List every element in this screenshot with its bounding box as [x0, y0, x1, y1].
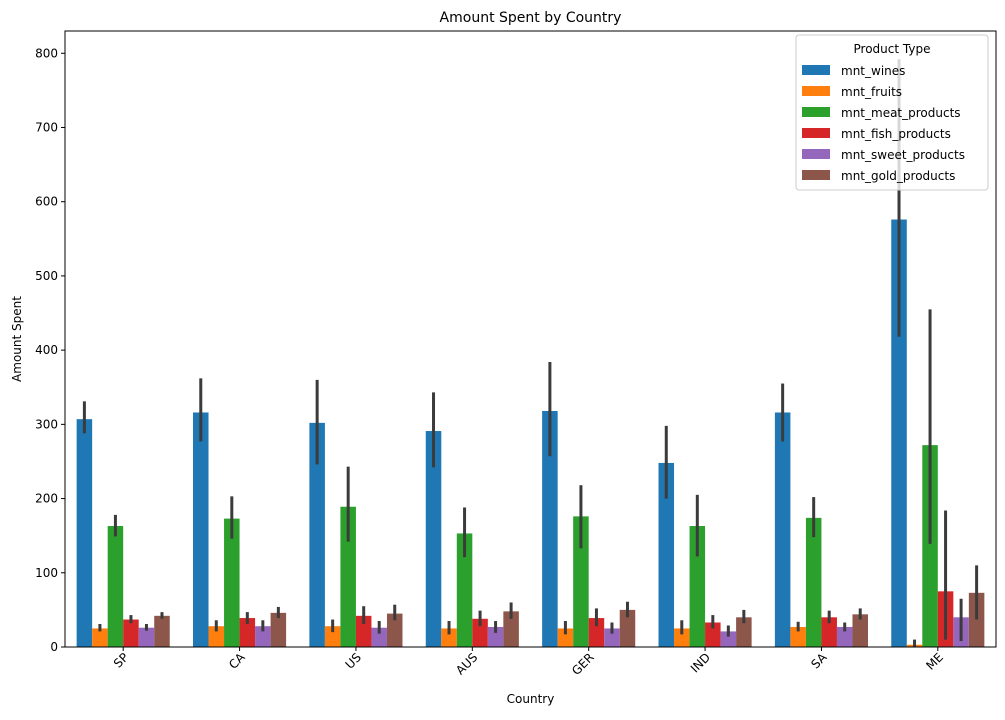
bar — [270, 612, 287, 647]
bar — [456, 533, 473, 647]
bar — [371, 627, 387, 647]
bar — [968, 592, 985, 647]
bar — [891, 219, 907, 647]
legend-swatch — [802, 86, 830, 96]
bar — [154, 615, 170, 647]
y-axis: 0 100 200 300 400 500 600 700 800 — [35, 46, 65, 654]
legend-label: mnt_wines — [841, 64, 905, 78]
y-tick-label: 500 — [35, 269, 58, 283]
bars-layer — [76, 219, 985, 647]
bar — [503, 611, 519, 647]
bar — [324, 626, 341, 647]
bar — [92, 628, 108, 647]
bar — [138, 627, 155, 647]
y-tick-label: 400 — [35, 343, 58, 357]
bar — [107, 526, 124, 647]
bar — [425, 431, 442, 647]
y-tick-label: 700 — [35, 120, 58, 134]
bar — [689, 526, 706, 647]
bar — [604, 628, 620, 647]
x-axis-label: Country — [507, 692, 555, 706]
x-tick-label: ME — [923, 650, 946, 673]
bar — [736, 617, 752, 647]
legend-items: mnt_wines mnt_fruits mnt_meat_products mnt_… — [802, 64, 965, 183]
x-axis: SP CA US AUS GER IND SA ME — [111, 647, 946, 678]
bar — [193, 412, 209, 647]
legend-title: Product Type — [854, 42, 931, 56]
bar — [821, 617, 837, 647]
bar — [76, 419, 93, 647]
bar — [309, 422, 325, 647]
bar — [674, 628, 690, 647]
legend-label: mnt_fish_products — [841, 127, 951, 141]
bar — [790, 626, 806, 647]
legend-label: mnt_fruits — [841, 85, 902, 99]
y-tick-label: 0 — [50, 640, 58, 654]
plot-frame — [64, 30, 997, 648]
x-tick-label: GER — [569, 650, 597, 678]
bar — [441, 628, 457, 647]
legend-swatch — [802, 149, 830, 159]
error-bars-layer — [82, 59, 979, 647]
bar — [239, 618, 256, 647]
bar — [836, 626, 853, 647]
x-tick-label: AUS — [453, 650, 480, 677]
legend-swatch — [802, 128, 830, 138]
y-tick-label: 200 — [35, 492, 58, 506]
x-tick-label: SA — [808, 650, 830, 672]
bar — [573, 516, 589, 647]
bar — [355, 615, 372, 647]
x-tick-label: IND — [688, 650, 713, 675]
legend-label: mnt_meat_products — [841, 106, 961, 120]
bar — [588, 618, 605, 647]
bar — [619, 609, 636, 647]
bar — [487, 626, 504, 647]
legend-label: mnt_gold_products — [841, 169, 955, 183]
bar — [472, 618, 488, 647]
y-tick-label: 300 — [35, 417, 58, 431]
bar — [386, 613, 403, 647]
bar — [224, 518, 240, 647]
legend-swatch — [802, 170, 830, 180]
bar — [922, 445, 938, 647]
bar — [720, 631, 737, 647]
legend-swatch — [802, 65, 830, 75]
chart-title: Amount Spent by Country — [440, 10, 622, 26]
x-tick-label: US — [343, 650, 365, 672]
legend-frame — [795, 34, 989, 191]
bar — [255, 626, 271, 647]
bar — [542, 410, 558, 647]
bar — [705, 622, 721, 647]
bar — [852, 614, 868, 647]
bar — [805, 517, 822, 647]
legend-label: mnt_sweet_products — [841, 148, 965, 162]
bar — [658, 462, 675, 647]
x-tick-label: CA — [226, 650, 248, 672]
bar — [340, 506, 356, 647]
bar — [123, 619, 139, 647]
x-tick-label: SP — [111, 650, 131, 670]
bar — [208, 626, 225, 647]
y-axis-label: Amount Spent — [10, 296, 24, 382]
bar — [774, 412, 791, 647]
y-tick-label: 100 — [35, 566, 58, 580]
legend: Product Type mnt_wines mnt_fruits mnt_meat… — [795, 34, 989, 191]
bar — [557, 628, 574, 647]
y-tick-label: 600 — [35, 195, 58, 209]
y-tick-label: 800 — [35, 46, 58, 60]
legend-swatch — [802, 107, 830, 117]
